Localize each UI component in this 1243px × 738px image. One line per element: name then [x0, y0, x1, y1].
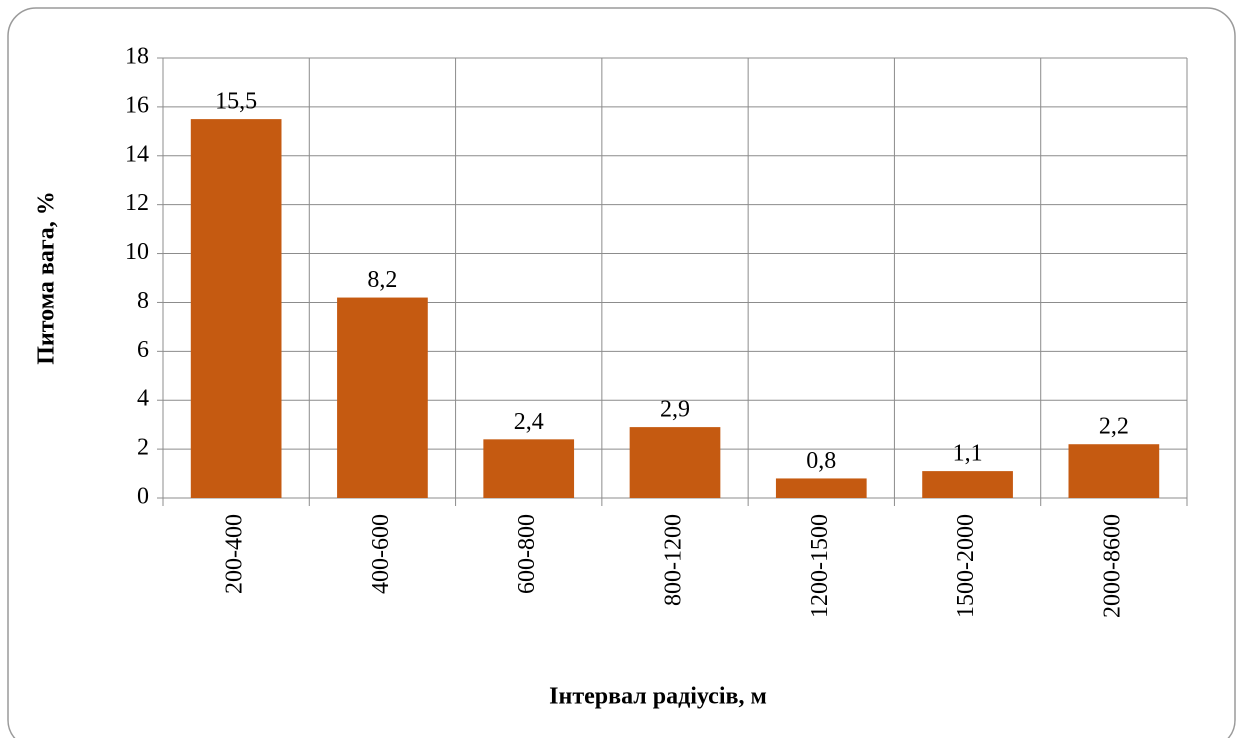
value-label: 8,2: [367, 267, 397, 293]
y-tick-label: 0: [137, 484, 149, 510]
x-tick-label: 200-400: [222, 514, 248, 594]
bar: [922, 471, 1013, 498]
y-axis-title: Питома вага, %: [34, 191, 60, 365]
y-tick-label: 4: [137, 386, 149, 412]
frame: [7, 7, 1236, 738]
bar: [483, 439, 575, 498]
value-label: 1,1: [953, 441, 983, 467]
y-tick-label: 2: [137, 435, 149, 461]
x-tick-label: 1500-2000: [953, 514, 979, 618]
y-tick-label: 12: [125, 190, 149, 216]
bar: [629, 427, 721, 498]
value-label: 2,4: [514, 409, 544, 435]
x-tick-label: 400-600: [368, 514, 394, 594]
y-tick-label: 16: [125, 92, 149, 118]
y-tick-label: 8: [137, 288, 149, 314]
bar: [775, 478, 867, 498]
y-tick-label: 14: [125, 141, 149, 167]
bar: [1068, 444, 1160, 498]
value-label: 0,8: [806, 448, 836, 474]
y-tick-label: 18: [125, 44, 149, 70]
value-label: 2,9: [660, 397, 690, 423]
bar: [337, 297, 428, 498]
x-tick-label: 1200-1500: [807, 514, 833, 618]
y-tick-label: 10: [125, 239, 149, 265]
x-tick-label: 2000-8600: [1099, 514, 1125, 618]
value-label: 2,2: [1099, 414, 1129, 440]
x-tick-label: 600-800: [514, 514, 540, 594]
value-label: 15,5: [215, 89, 257, 115]
x-tick-label: 800-1200: [661, 514, 687, 606]
bar: [190, 119, 282, 498]
x-axis-title: Інтервал радіусів, м: [549, 684, 767, 710]
y-tick-label: 6: [137, 337, 149, 363]
